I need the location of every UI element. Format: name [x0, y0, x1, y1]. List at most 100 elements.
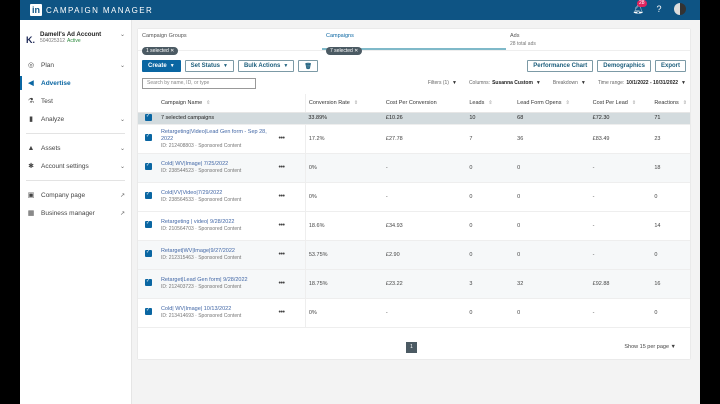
pagination: 1 Show 15 per page ▼	[138, 337, 690, 359]
row-checkbox[interactable]	[145, 220, 152, 228]
summary-row: 7 selected campaigns 33.89% £10.26 10 68…	[138, 112, 690, 125]
campaign-name-link[interactable]: Cold| WV|Image| 10/13/2022	[160, 306, 232, 312]
sidebar: K. Damell's Ad Account 504025312 Active ⌄…	[20, 20, 132, 404]
tab-campaigns[interactable]: Campaigns 7 selected ✕	[322, 29, 506, 55]
sidebar-item-account-settings[interactable]: ✱ Account settings ⌄	[20, 157, 131, 175]
tab-ads[interactable]: Ads 28 total ads	[506, 29, 690, 50]
trash-icon: 🗑︎	[304, 63, 312, 70]
page-1-button[interactable]: 1	[406, 342, 417, 353]
megaphone-icon: ◀	[28, 80, 34, 87]
external-link-icon: ↗	[119, 210, 125, 217]
sidebar-item-business-manager[interactable]: ▦ Business manager ↗	[27, 209, 125, 218]
top-bar: in CAMPAIGN MANAGER 🔔︎ 28 ?	[20, 0, 700, 20]
sidebar-item-assets[interactable]: ▲ Assets ⌄	[27, 144, 125, 152]
more-options-icon[interactable]: •••	[278, 309, 285, 316]
screen: in CAMPAIGN MANAGER 🔔︎ 28 ? K. Damell's A…	[20, 0, 700, 404]
chevron-down-icon: ⌄	[119, 32, 125, 38]
account-id: 504025312	[40, 38, 66, 44]
avatar[interactable]	[674, 3, 686, 15]
company-page-icon: ▣	[27, 192, 35, 199]
ads-count: 28 total ads	[510, 41, 536, 47]
col-reactions[interactable]: Reactions ⇳	[651, 94, 690, 113]
sidebar-item-advertise[interactable]: ◀ Advertise	[20, 74, 131, 92]
more-options-icon[interactable]: •••	[278, 280, 285, 287]
col-cost-per-lead[interactable]: Cost Per Lead ⇳	[589, 94, 652, 113]
compass-icon: ◎	[27, 62, 35, 69]
search-input[interactable]: Search by name, ID, or type	[142, 77, 256, 89]
more-options-icon[interactable]: •••	[278, 164, 285, 171]
col-cost-per-conversion[interactable]: Cost Per Conversion	[382, 94, 467, 113]
flask-icon: ⚗	[27, 98, 35, 105]
more-options-icon[interactable]: •••	[278, 135, 285, 142]
bell-icon[interactable]: 🔔︎ 28	[632, 0, 647, 14]
more-options-icon[interactable]: •••	[278, 222, 285, 229]
campaign-name-link[interactable]: Cold|VV|Video|7/29/2022	[160, 190, 223, 196]
create-button[interactable]: Create ▼	[142, 60, 181, 72]
chevron-down-icon: ⌄	[119, 163, 125, 170]
chevron-down-icon: ⌄	[119, 116, 125, 123]
campaign-name-link[interactable]: Retarget|WV|Image|9/27/2022	[160, 248, 235, 254]
chevron-down-icon: ⌄	[119, 145, 125, 152]
col-lead-form-opens[interactable]: Lead Form Opens ⇳	[514, 94, 590, 113]
help-icon[interactable]: ?	[656, 4, 662, 14]
performance-chart-button[interactable]: Performance Chart	[527, 60, 594, 72]
demographics-button[interactable]: Demographics	[597, 60, 651, 72]
divider	[26, 133, 125, 134]
campaigns-table: Campaign Name ⇳ Conversion Rate ⇳ Cost Per…	[138, 94, 690, 328]
chevron-down-icon: ⌄	[119, 62, 125, 69]
set-status-button[interactable]: Set Status ▼	[184, 60, 234, 72]
business-manager-icon: ▦	[27, 210, 35, 217]
account-logo: K.	[26, 35, 35, 45]
table-row[interactable]: Retargeting|Video|Lead Gen form - Sep 28…	[138, 124, 690, 154]
filters-dropdown[interactable]: Filters (1) ▼	[427, 80, 457, 86]
account-switcher[interactable]: K. Damell's Ad Account 504025312 Active ⌄	[20, 20, 131, 50]
bulk-actions-button[interactable]: Bulk Actions ▼	[237, 60, 295, 72]
campaigns-panel: Campaign Groups 1 selected ✕ Campaigns 7…	[138, 29, 690, 359]
divider	[26, 180, 125, 181]
campaign-name-link[interactable]: Retargeting | video| 9/28/2022	[160, 219, 235, 225]
row-checkbox[interactable]	[145, 191, 152, 199]
assets-icon: ▲	[27, 144, 35, 152]
bar-chart-icon: ▮	[29, 116, 33, 123]
selection-chip[interactable]: 1 selected ✕	[142, 47, 179, 55]
col-leads[interactable]: Leads ⇳	[466, 94, 515, 113]
row-checkbox[interactable]	[145, 249, 152, 257]
gear-icon: ✱	[28, 163, 34, 170]
more-options-icon[interactable]: •••	[278, 251, 285, 258]
row-checkbox[interactable]	[145, 133, 152, 141]
linkedin-logo: in	[30, 4, 42, 16]
export-button[interactable]: Export	[654, 60, 686, 72]
sidebar-item-test[interactable]: ⚗ Test	[27, 97, 53, 106]
selection-chip[interactable]: 7 selected ✕	[326, 47, 363, 55]
breakdown-dropdown[interactable]: Breakdown ▼	[552, 80, 586, 86]
col-campaign-name[interactable]: Campaign Name ⇳	[157, 94, 276, 113]
row-checkbox[interactable]	[145, 162, 152, 170]
campaign-name-link[interactable]: Retarget|Lead Gen form| 9/28/2022	[160, 277, 248, 283]
per-page-dropdown[interactable]: Show 15 per page ▼	[624, 344, 676, 350]
tab-campaign-groups[interactable]: Campaign Groups 1 selected ✕	[142, 33, 187, 55]
delete-button[interactable]: 🗑︎	[298, 60, 318, 72]
sidebar-item-plan[interactable]: ◎ Plan ⌄	[27, 61, 125, 70]
notification-badge: 28	[637, 0, 647, 7]
account-status: Active	[67, 38, 81, 44]
more-options-icon[interactable]: •••	[278, 193, 285, 200]
time-range-dropdown[interactable]: Time range: 10/1/2022 - 10/31/2022 ▼	[597, 80, 686, 86]
columns-dropdown[interactable]: Columns: Susanna Custom ▼	[468, 80, 541, 86]
campaign-name-link[interactable]: Retargeting|Video|Lead Gen form - Sep 28…	[160, 128, 267, 142]
sidebar-item-company-page[interactable]: ▣ Company page ↗	[27, 191, 125, 200]
sidebar-item-analyze[interactable]: ▮ Analyze ⌄	[20, 110, 131, 128]
campaign-name-link[interactable]: Cold| WV|Image| 7/25/2022	[160, 161, 229, 167]
row-checkbox[interactable]	[145, 278, 152, 286]
app-title: CAMPAIGN MANAGER	[46, 5, 154, 15]
row-checkbox[interactable]	[145, 307, 152, 315]
account-name: Damell's Ad Account	[40, 31, 102, 38]
select-all-checkbox[interactable]	[145, 113, 152, 121]
col-conversion-rate[interactable]: Conversion Rate ⇳	[305, 94, 383, 113]
external-link-icon: ↗	[119, 192, 125, 199]
